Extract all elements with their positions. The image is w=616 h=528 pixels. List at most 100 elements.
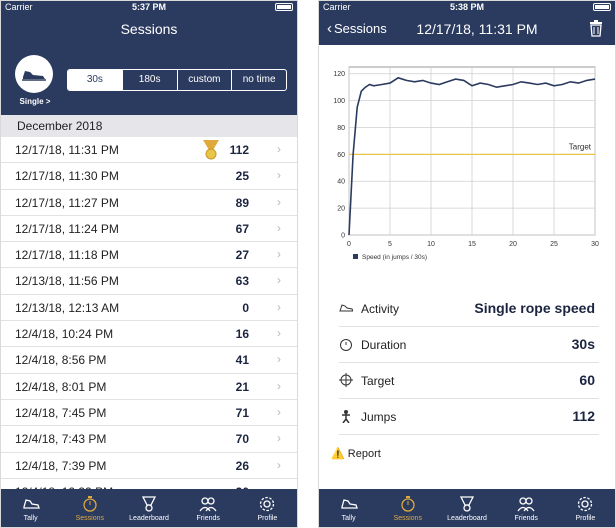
back-label: Sessions <box>334 21 387 36</box>
tab-label: Tally <box>23 514 38 522</box>
status-time: 5:37 PM <box>131 2 166 12</box>
x-tick-label: 10 <box>427 241 435 248</box>
session-score: 112 <box>229 143 249 157</box>
session-score: 26 <box>235 458 249 473</box>
chevron-right-icon: › <box>277 431 281 446</box>
tab-tally[interactable]: Tally <box>1 489 60 527</box>
session-date: 12/17/18, 11:30 PM <box>15 169 119 184</box>
gear-icon <box>578 496 593 511</box>
tab-sessions[interactable]: Sessions <box>60 489 119 527</box>
friends-icon <box>517 496 535 511</box>
session-score: 16 <box>235 327 249 342</box>
back-button[interactable]: ‹ Sessions <box>327 20 387 37</box>
chevron-left-icon: ‹ <box>327 20 332 37</box>
tab-tally[interactable]: Tally <box>319 489 378 527</box>
session-date: 12/4/18, 7:43 PM <box>15 432 107 447</box>
detail-label: Target <box>361 374 395 388</box>
stopwatch-icon <box>83 495 97 512</box>
x-tick-label: 15 <box>468 241 476 248</box>
tab-bar: Tally Sessions Leaderboard Friends Profile <box>1 489 297 527</box>
detail-label: Duration <box>361 338 407 352</box>
tab-bar: Tally Sessions Leaderboard Friends Profile <box>319 489 615 527</box>
tab-leaderboard[interactable]: Leaderboard <box>437 489 496 527</box>
chevron-right-icon: › <box>277 299 281 314</box>
report-button[interactable]: ⚠️ Report <box>331 447 381 460</box>
session-row[interactable]: 12/4/18, 10:24 PM 16 › <box>1 321 297 348</box>
tab-profile[interactable]: Profile <box>556 489 615 527</box>
tab-label: Sessions <box>393 514 422 522</box>
segment-no-time[interactable]: no time <box>242 74 276 85</box>
segment-30s[interactable]: 30s <box>68 70 123 90</box>
chevron-right-icon: › <box>277 142 281 156</box>
detail-label: Activity <box>361 302 400 316</box>
trophy-icon <box>459 495 475 512</box>
chevron-right-icon: › <box>277 220 281 235</box>
session-score: 71 <box>235 405 249 420</box>
status-bar: Carrier 5:37 PM <box>1 1 297 13</box>
x-tick-label: 0 <box>347 241 351 248</box>
shoe-icon <box>340 498 358 509</box>
x-tick-label: 20 <box>509 241 517 248</box>
session-row[interactable]: 12/17/18, 11:24 PM 67 › <box>1 216 297 243</box>
session-date: 12/17/18, 11:24 PM <box>15 221 119 236</box>
session-row[interactable]: 12/17/18, 11:18 PM 27 › <box>1 242 297 269</box>
detail-row-target: Target 60 <box>339 363 599 399</box>
battery-icon <box>275 3 293 11</box>
tab-label: Leaderboard <box>447 514 487 522</box>
detail-value: 30s <box>571 336 595 352</box>
crosshair-icon <box>339 373 353 387</box>
friends-icon <box>199 496 217 511</box>
session-date: 12/4/18, 7:45 PM <box>15 405 107 420</box>
session-row[interactable]: 12/4/18, 12:32 PM 30 › <box>1 479 297 489</box>
detail-row-duration: Duration 30s <box>339 327 599 363</box>
session-row[interactable]: 12/13/18, 12:13 AM 0 › <box>1 295 297 322</box>
session-score: 89 <box>235 195 249 210</box>
trash-icon[interactable] <box>589 19 603 42</box>
session-row[interactable]: 12/13/18, 11:56 PM 63 › <box>1 268 297 295</box>
session-score: 70 <box>235 432 249 447</box>
trophy-icon <box>141 495 157 512</box>
session-score: 63 <box>235 274 249 289</box>
nav-bar: Sessions <box>1 13 297 45</box>
y-tick-label: 120 <box>333 71 345 78</box>
status-time: 5:38 PM <box>449 2 484 12</box>
detail-row-jumps: Jumps 112 <box>339 399 599 435</box>
legend-label: Speed (in jumps / 30s) <box>362 254 427 261</box>
session-row[interactable]: 12/4/18, 7:39 PM 26 › <box>1 453 297 479</box>
tab-friends[interactable]: Friends <box>497 489 556 527</box>
chevron-right-icon: › <box>277 378 281 393</box>
session-row[interactable]: 12/4/18, 7:43 PM 70 › <box>1 426 297 453</box>
tab-label: Profile <box>575 514 596 522</box>
session-list: 12/17/18, 11:31 PM 112 › 12/17/18, 11:30 PM… <box>1 137 297 489</box>
detail-value: 112 <box>572 408 595 424</box>
y-tick-label: 20 <box>337 206 345 213</box>
session-row[interactable]: 12/17/18, 11:30 PM 25 › <box>1 163 297 190</box>
tab-sessions[interactable]: Sessions <box>378 489 437 527</box>
duration-segmented-control: 30s 180s custom no time <box>67 69 287 91</box>
session-row[interactable]: 12/17/18, 11:31 PM 112 › <box>1 137 297 164</box>
y-tick-label: 60 <box>337 152 345 159</box>
tab-profile[interactable]: Profile <box>238 489 297 527</box>
speed-series-line <box>348 76 596 236</box>
tab-label: Profile <box>257 514 278 522</box>
session-row[interactable]: 12/4/18, 8:01 PM 21 › <box>1 374 297 400</box>
session-row[interactable]: 12/4/18, 8:56 PM 41 › <box>1 347 297 374</box>
session-row[interactable]: 12/4/18, 7:45 PM 71 › <box>1 400 297 427</box>
segment-custom[interactable]: custom <box>178 70 233 90</box>
warning-icon: ⚠️ <box>331 448 345 460</box>
session-date: 12/4/18, 12:32 PM <box>15 485 113 489</box>
session-date: 12/4/18, 10:24 PM <box>15 327 114 342</box>
segment-180s[interactable]: 180s <box>123 70 178 90</box>
page-title: Sessions <box>120 21 178 37</box>
sessions-screen: Carrier 5:37 PM Sessions Single > 30s 18… <box>0 0 298 528</box>
profile-mode-link[interactable]: Single > <box>19 97 51 106</box>
y-tick-label: 100 <box>333 98 345 105</box>
tab-leaderboard[interactable]: Leaderboard <box>119 489 178 527</box>
profile-avatar[interactable] <box>15 55 53 93</box>
speed-chart-svg: 0 5 10 15 20 25 30 0 20 40 60 80 100 120 Target Speed (… <box>333 66 599 261</box>
carrier-label: Carrier <box>323 2 351 12</box>
session-row[interactable]: 12/17/18, 11:27 PM 89 › <box>1 190 297 216</box>
tab-friends[interactable]: Friends <box>179 489 238 527</box>
session-score: 0 <box>242 300 249 315</box>
session-date: 12/4/18, 8:56 PM <box>15 353 107 368</box>
